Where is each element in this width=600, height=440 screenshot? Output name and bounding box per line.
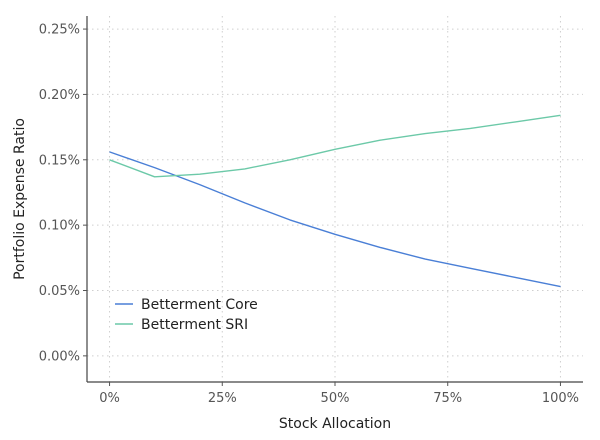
x-tick-label: 25%	[208, 391, 237, 406]
x-tick-labels: 0% 25% 50% 75% 100%	[99, 382, 579, 406]
y-tick-label: 0.15%	[39, 153, 80, 168]
y-axis-title: Portfolio Expense Ratio	[12, 118, 28, 280]
y-tick-label: 0.05%	[39, 284, 80, 299]
y-tick-label: 0.00%	[39, 349, 80, 364]
y-tick-labels: 0.00% 0.05% 0.10% 0.15% 0.20% 0.25%	[39, 23, 87, 364]
y-tick-label: 0.20%	[39, 88, 80, 103]
series	[109, 114, 561, 288]
legend-label: Betterment SRI	[141, 317, 248, 333]
series-line-betterment-sri	[109, 114, 561, 178]
legend: Betterment Core Betterment SRI	[115, 297, 258, 333]
x-tick-label: 0%	[99, 391, 120, 406]
x-axis-title: Stock Allocation	[279, 416, 391, 432]
y-tick-label: 0.25%	[39, 23, 80, 38]
legend-label: Betterment Core	[141, 297, 258, 313]
x-tick-label: 100%	[542, 391, 579, 406]
y-tick-label: 0.10%	[39, 219, 80, 234]
grid	[87, 16, 583, 382]
x-tick-label: 50%	[321, 391, 350, 406]
series-line-betterment-core	[109, 151, 561, 288]
x-tick-label: 75%	[433, 391, 462, 406]
